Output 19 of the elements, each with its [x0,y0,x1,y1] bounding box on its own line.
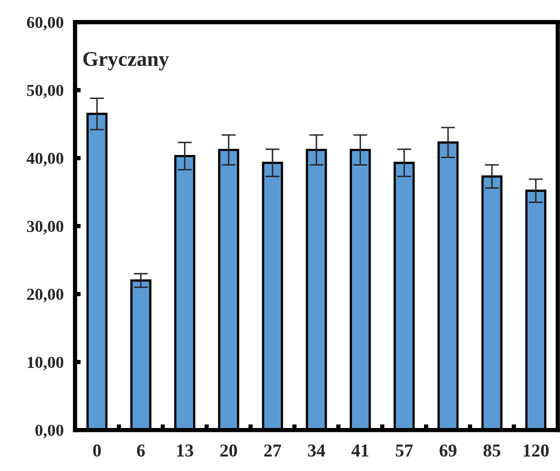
x-tick-label: 13 [177,444,194,457]
text: Gryczany [83,52,169,70]
x-tick-label: 85 [484,444,500,457]
y-tick-label: 30,00 [27,220,64,234]
x-tick-label: 120 [524,444,549,457]
x-tick-label: 57 [396,444,413,457]
x-tick-label: 20 [220,444,237,457]
y-tick-label: 20,00 [27,288,64,302]
y-tick-label: 50,00 [27,84,64,98]
x-tick-label: 69 [440,444,456,457]
y-tick-label: 40,00 [26,152,64,166]
x-tick-label: 41 [352,444,368,456]
x-tick-label: 6 [136,444,145,457]
x-tick-label: 0 [93,444,101,457]
x-tick-label: 34 [308,444,326,457]
y-tick-label: 60,00 [27,16,64,30]
y-tick-label: 10,00 [28,356,64,370]
y-tick-label: 0,00 [35,424,64,438]
x-tick-label: 27 [264,444,282,456]
